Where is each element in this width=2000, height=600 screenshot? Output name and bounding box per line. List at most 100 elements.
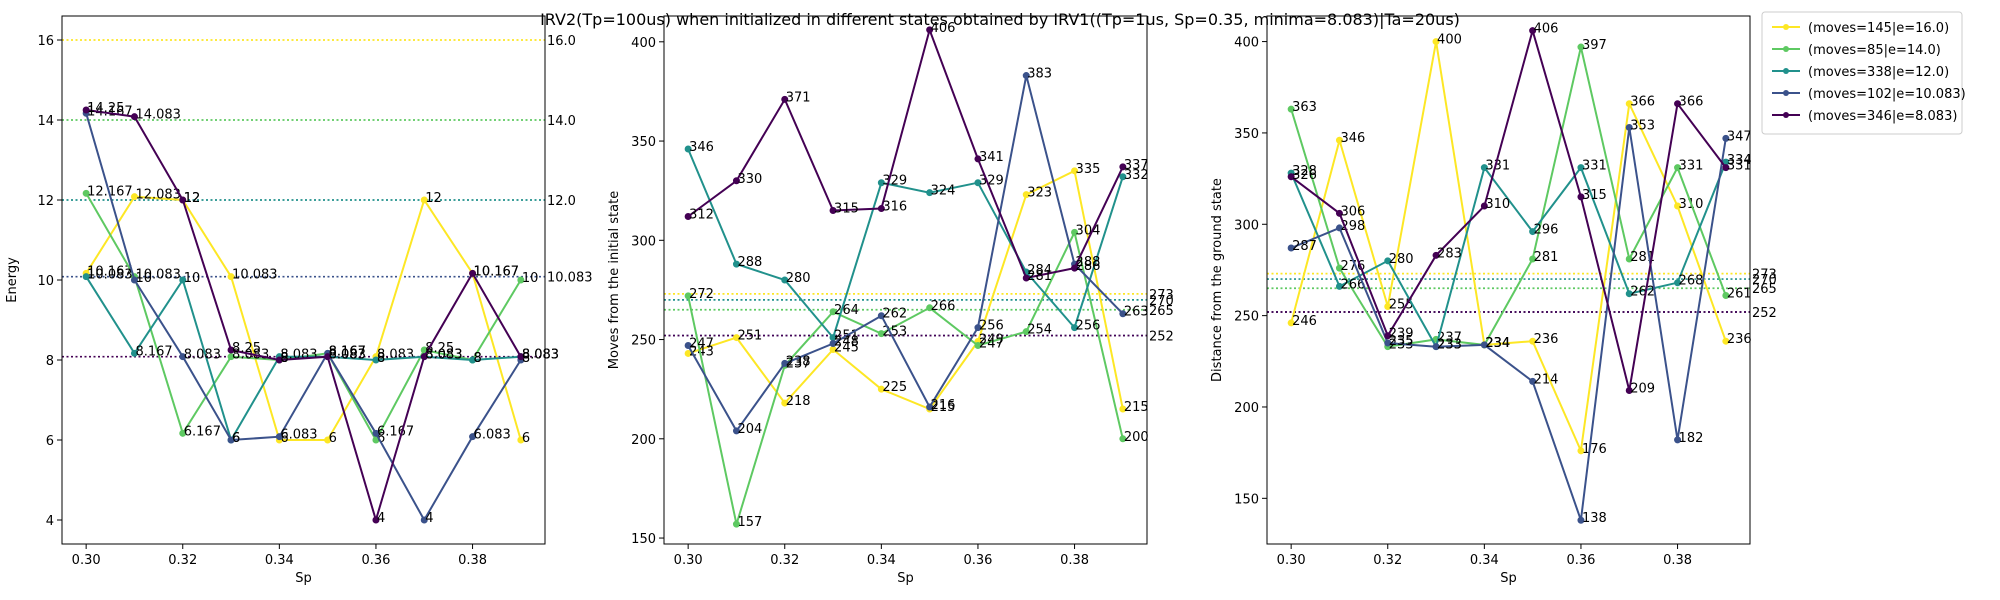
data-label: 8	[474, 351, 482, 366]
series-line-5	[687, 26, 1124, 280]
data-point	[275, 356, 283, 364]
data-label: 334	[1727, 153, 1752, 168]
data-label: 310	[1485, 197, 1510, 212]
data-point	[469, 433, 477, 441]
data-label: 304	[1076, 223, 1101, 238]
data-point	[926, 304, 934, 312]
series-line-2	[1290, 46, 1727, 348]
data-label: 12	[184, 191, 201, 206]
series-line-3	[687, 148, 1124, 340]
data-label: 233	[1437, 338, 1462, 353]
y-tick-label: 250	[1234, 310, 1259, 325]
data-label: 8.25	[232, 341, 261, 356]
data-label: 12	[425, 191, 442, 206]
data-point	[1577, 164, 1585, 172]
data-label: 341	[979, 150, 1004, 165]
series-line-4	[85, 113, 522, 523]
data-point	[227, 436, 235, 444]
reference-line-label: 273	[1752, 268, 1777, 283]
legend-entry-label: (moves=346|e=8.083)	[1808, 109, 1957, 124]
data-label: 383	[1027, 67, 1052, 82]
data-point	[1022, 191, 1030, 199]
series-line-2	[85, 192, 522, 443]
data-label: 347	[1727, 129, 1752, 144]
data-point	[1119, 405, 1127, 413]
data-point	[275, 433, 283, 441]
data-label: 324	[931, 184, 956, 199]
data-label: 256	[1076, 319, 1101, 334]
y-tick-label: 14	[37, 114, 54, 129]
data-point	[1625, 123, 1633, 131]
y-tick-label: 8	[46, 354, 54, 369]
data-label: 209	[1630, 382, 1655, 397]
data-point	[1480, 202, 1488, 210]
data-point	[82, 273, 90, 281]
y-tick-label: 12	[37, 194, 54, 209]
data-point	[227, 273, 235, 281]
data-point	[469, 269, 477, 277]
data-point	[1529, 337, 1537, 345]
data-label: 245	[834, 340, 859, 355]
y-tick-label: 300	[1234, 218, 1259, 233]
series-line-1	[85, 195, 522, 441]
data-label: 14.25	[87, 101, 124, 116]
data-point	[1335, 282, 1343, 290]
data-point	[1287, 319, 1295, 327]
y-tick-label: 250	[631, 334, 656, 349]
data-label: 248	[834, 335, 859, 350]
data-point	[1577, 447, 1585, 455]
data-label: 14.083	[135, 108, 181, 123]
y-tick-label: 6	[46, 434, 54, 449]
x-tick-label: 0.32	[168, 553, 197, 568]
data-point	[1674, 436, 1682, 444]
data-label: 6	[232, 431, 240, 446]
x-axis-label: Sp	[295, 571, 312, 586]
data-label: 353	[1630, 118, 1655, 133]
data-point	[1674, 202, 1682, 210]
data-label: 6	[280, 431, 288, 446]
data-label: 281	[1534, 250, 1559, 265]
data-point	[1335, 264, 1343, 272]
data-point	[420, 516, 428, 524]
data-point	[1335, 209, 1343, 217]
data-label: 329	[979, 174, 1004, 189]
data-label: 246	[1292, 314, 1317, 329]
data-label: 366	[1679, 95, 1704, 110]
data-label: 366	[1630, 95, 1655, 110]
y-tick-label: 350	[1234, 127, 1259, 142]
data-point	[1722, 337, 1730, 345]
x-tick-label: 0.36	[1566, 553, 1595, 568]
data-point	[732, 427, 740, 435]
data-point	[877, 179, 885, 187]
data-point	[877, 312, 885, 320]
data-point	[1480, 164, 1488, 172]
data-label: 237	[1437, 330, 1462, 345]
data-label: 216	[931, 398, 956, 413]
data-label: 331	[1679, 159, 1704, 174]
x-tick-label: 0.30	[1277, 553, 1306, 568]
data-point	[1625, 290, 1633, 298]
data-label: 288	[737, 255, 762, 270]
data-point	[179, 353, 187, 361]
data-label: 406	[931, 21, 956, 36]
data-point	[1529, 255, 1537, 263]
series-line-4	[687, 75, 1124, 433]
legend-entry-label: (moves=102|e=10.083)	[1808, 87, 1966, 102]
data-point	[1071, 264, 1079, 272]
data-label: 281	[1027, 269, 1052, 284]
data-point	[1480, 341, 1488, 349]
data-point	[1432, 251, 1440, 259]
data-point	[829, 207, 837, 215]
data-point	[517, 353, 525, 361]
data-label: 243	[689, 344, 714, 359]
data-label: 247	[979, 337, 1004, 352]
data-label: 306	[1340, 204, 1365, 219]
data-label: 8.083	[522, 348, 559, 363]
data-point	[781, 95, 789, 103]
data-label: 332	[1124, 168, 1149, 183]
legend-swatch-marker	[1783, 112, 1789, 118]
data-label: 214	[1534, 372, 1559, 387]
data-point	[324, 353, 332, 361]
data-label: 6.083	[280, 428, 317, 443]
